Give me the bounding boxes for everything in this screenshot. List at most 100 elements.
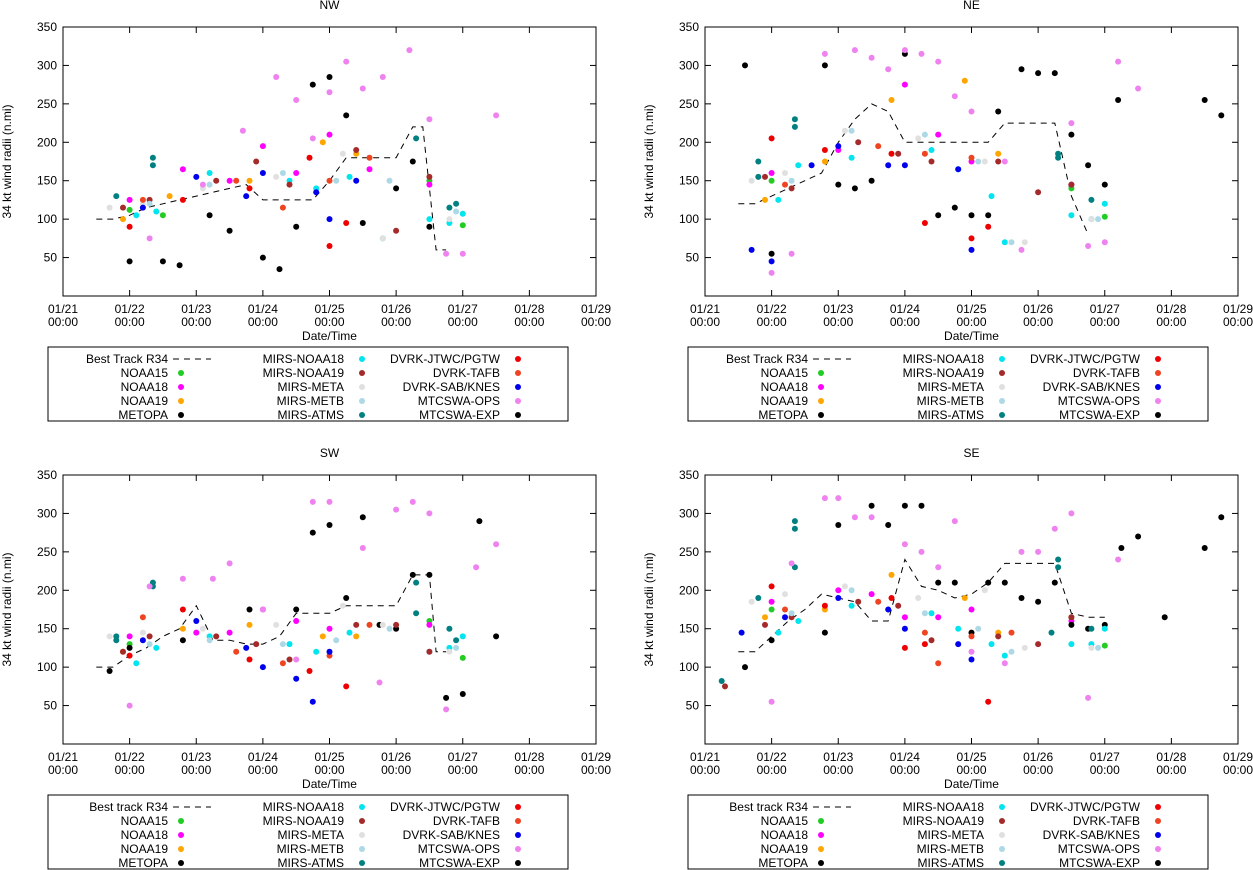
legend-label: METOPA bbox=[118, 856, 168, 870]
data-point bbox=[319, 139, 326, 146]
series-dvrk-sab-knes bbox=[139, 618, 333, 705]
data-point bbox=[975, 158, 982, 165]
series-noaa15 bbox=[126, 177, 466, 229]
legend-label: DVRK-SAB/KNES bbox=[403, 828, 500, 842]
data-point bbox=[748, 598, 755, 605]
data-point bbox=[193, 173, 200, 180]
legend-frame bbox=[687, 346, 1209, 422]
data-point bbox=[1008, 239, 1015, 246]
data-point bbox=[286, 656, 293, 663]
legend-label: METOPA bbox=[758, 408, 808, 422]
data-point bbox=[206, 637, 213, 644]
data-point bbox=[446, 625, 453, 632]
data-point bbox=[762, 614, 768, 621]
data-point bbox=[126, 633, 133, 640]
data-point bbox=[928, 147, 935, 153]
data-point bbox=[968, 212, 975, 219]
y-tick-label: 300 bbox=[37, 506, 57, 520]
data-point bbox=[1001, 158, 1008, 165]
data-point bbox=[393, 506, 400, 513]
data-point bbox=[1085, 162, 1092, 169]
data-point bbox=[293, 656, 300, 663]
y-tick-label: 200 bbox=[37, 135, 57, 149]
data-point bbox=[326, 131, 333, 138]
plot-frame bbox=[62, 26, 597, 297]
legend-label: NOAA15 bbox=[761, 814, 809, 828]
data-point bbox=[106, 668, 113, 674]
data-point bbox=[768, 250, 775, 257]
data-point bbox=[306, 154, 313, 161]
data-point bbox=[968, 246, 975, 253]
data-point bbox=[493, 112, 500, 119]
data-point bbox=[868, 514, 875, 521]
legend-dot bbox=[359, 370, 365, 376]
data-point bbox=[326, 625, 333, 632]
legend-dot bbox=[178, 818, 184, 824]
data-point bbox=[343, 595, 350, 601]
data-point bbox=[888, 571, 895, 578]
series-mirs-metb bbox=[146, 625, 460, 651]
y-tick-label: 350 bbox=[679, 20, 699, 34]
data-point bbox=[981, 158, 988, 165]
data-point bbox=[961, 77, 968, 84]
data-point bbox=[782, 614, 788, 621]
data-point bbox=[895, 150, 902, 157]
data-point bbox=[821, 62, 828, 69]
x-tick-label: 01/29 00:00 bbox=[581, 750, 611, 777]
y-tick-label: 150 bbox=[37, 622, 57, 636]
data-point bbox=[981, 587, 988, 594]
data-point bbox=[146, 200, 153, 207]
data-point bbox=[493, 633, 500, 640]
data-point bbox=[446, 216, 453, 223]
data-point bbox=[782, 591, 788, 598]
x-tick-label: 01/23 00:00 bbox=[181, 750, 211, 777]
data-point bbox=[968, 606, 975, 613]
legend-dot bbox=[515, 846, 521, 852]
data-point bbox=[259, 170, 266, 176]
legend-label: NOAA19 bbox=[761, 842, 809, 856]
data-point bbox=[968, 154, 975, 161]
data-point bbox=[921, 220, 928, 226]
data-point bbox=[901, 614, 908, 621]
data-point bbox=[885, 66, 892, 73]
legend-label: NOAA19 bbox=[761, 394, 809, 408]
legend-label: MTCSWA-OPS bbox=[1058, 842, 1140, 856]
data-point bbox=[768, 606, 775, 613]
legend-dot bbox=[818, 412, 824, 418]
legend-label: MTCSWA-EXP bbox=[1059, 408, 1140, 422]
data-point bbox=[346, 629, 353, 636]
data-point bbox=[1051, 579, 1058, 586]
data-point bbox=[226, 177, 233, 184]
y-axis-label: 34 kt wind radii (n.mi) bbox=[642, 104, 656, 218]
data-point bbox=[868, 54, 875, 61]
y-tick-label: 250 bbox=[679, 545, 699, 559]
data-point bbox=[1021, 644, 1028, 651]
data-point bbox=[755, 158, 762, 165]
data-point bbox=[246, 656, 253, 663]
legend-label: NOAA18 bbox=[761, 380, 809, 394]
data-point bbox=[955, 641, 962, 648]
series-mirs-meta bbox=[106, 602, 453, 655]
data-point bbox=[985, 212, 992, 219]
data-point bbox=[1068, 510, 1075, 517]
series-metopa bbox=[126, 74, 433, 273]
legend-dot bbox=[818, 370, 824, 376]
data-point bbox=[895, 602, 902, 609]
x-tick-label: 01/27 00:00 bbox=[1090, 750, 1120, 777]
legend-label: DVRK-TAFB bbox=[433, 366, 500, 380]
legend-dot bbox=[359, 412, 365, 418]
series-mirs-noaa18 bbox=[133, 629, 466, 667]
data-point bbox=[791, 518, 798, 525]
legend-dot bbox=[1155, 384, 1161, 390]
data-point bbox=[841, 127, 848, 134]
data-point bbox=[426, 510, 433, 517]
legend-label: NOAA15 bbox=[121, 366, 169, 380]
data-point bbox=[179, 166, 186, 173]
y-tick-label: 150 bbox=[679, 174, 699, 188]
data-point bbox=[775, 196, 782, 203]
series-noaa18 bbox=[768, 587, 1075, 624]
x-tick-label: 01/23 00:00 bbox=[823, 750, 853, 777]
